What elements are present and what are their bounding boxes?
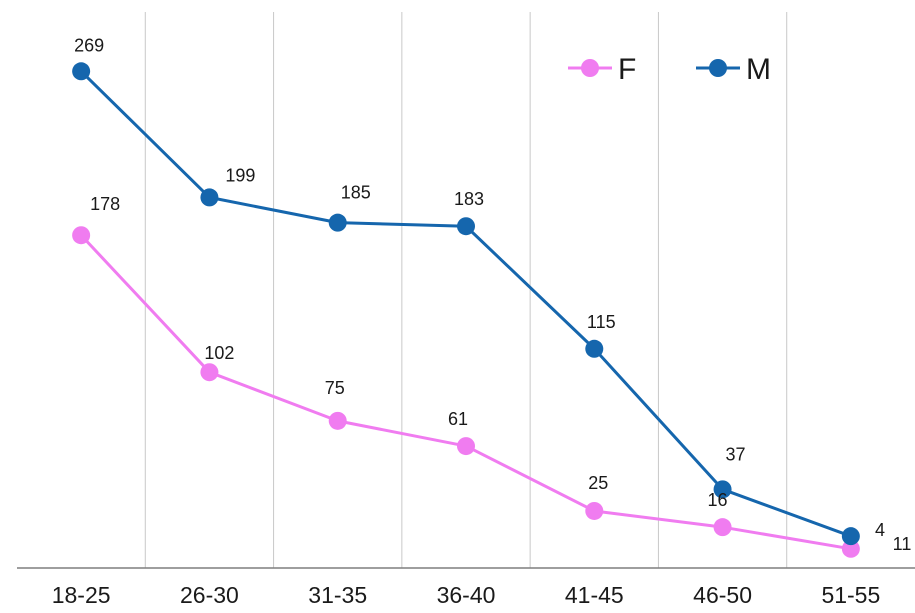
point-M-46-50 <box>713 480 732 499</box>
data-label-M-18-25: 269 <box>74 35 104 55</box>
point-F-46-50 <box>713 518 732 537</box>
legend-label-F: F <box>618 53 636 86</box>
point-M-51-55 <box>841 527 860 546</box>
x-tick-labels: 18-25 26-30 31-35 36-40 41-45 46-50 51-55 <box>52 582 881 608</box>
point-M-31-35 <box>328 213 347 232</box>
legend-label-M: M <box>746 53 771 86</box>
point-F-18-25 <box>72 226 91 245</box>
data-label-F-31-35: 75 <box>325 378 345 398</box>
data-label-M-31-35: 185 <box>341 183 371 203</box>
x-tick-label-36-40: 36-40 <box>437 582 496 608</box>
data-label-F-36-40: 61 <box>448 409 468 429</box>
data-label-M-36-40: 183 <box>454 189 484 209</box>
point-F-41-45 <box>585 501 604 520</box>
series-lines <box>80 70 852 551</box>
x-tick-label-51-55: 51-55 <box>821 582 880 608</box>
data-label-F-41-45: 25 <box>588 473 608 493</box>
point-M-18-25 <box>72 62 91 81</box>
legend-marker-M <box>709 59 727 77</box>
series-line-F <box>80 234 852 551</box>
x-tick-label-18-25: 18-25 <box>52 582 111 608</box>
legend-marker-F <box>581 59 599 77</box>
data-label-F-26-30: 102 <box>204 343 234 363</box>
data-label-F-46-50: 16 <box>708 490 728 510</box>
data-label-M-26-30: 199 <box>225 165 255 185</box>
data-label-M-46-50: 37 <box>726 444 746 464</box>
x-tick-label-26-30: 26-30 <box>180 582 239 608</box>
series-points <box>72 62 860 558</box>
point-F-26-30 <box>200 363 219 382</box>
data-labels: 178 102 75 61 25 16 4 269 199 185 183 115 37 11 <box>74 35 911 554</box>
point-M-41-45 <box>585 339 604 358</box>
x-tick-label-46-50: 46-50 <box>693 582 752 608</box>
point-M-26-30 <box>200 188 219 207</box>
series-line-M <box>80 70 852 538</box>
data-label-M-41-45: 115 <box>587 312 616 332</box>
grid-lines <box>144 12 788 568</box>
data-label-F-18-25: 178 <box>90 194 120 214</box>
x-tick-label-41-45: 41-45 <box>565 582 624 608</box>
data-label-F-51-55: 4 <box>875 520 885 540</box>
point-F-36-40 <box>457 437 475 456</box>
data-label-M-51-55: 11 <box>893 534 912 554</box>
point-M-36-40 <box>457 217 475 236</box>
x-tick-label-31-35: 31-35 <box>308 582 367 608</box>
point-F-51-55 <box>841 539 860 558</box>
point-F-31-35 <box>328 411 347 430</box>
